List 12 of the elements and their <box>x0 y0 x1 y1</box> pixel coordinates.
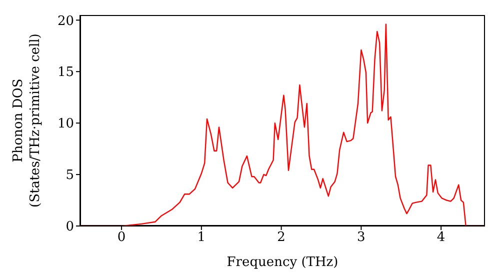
y-tick-label: 0 <box>66 220 74 235</box>
x-tick-label: 1 <box>197 230 206 246</box>
x-tick-label: 4 <box>436 230 446 246</box>
y-tick-label: 10 <box>57 116 74 132</box>
x-tick-label: 3 <box>357 230 366 246</box>
y-tick-label: 5 <box>66 168 74 184</box>
x-axis-title: Frequency (THz) <box>226 255 338 270</box>
x-tick-label: 2 <box>277 230 286 246</box>
y-tick-label: 20 <box>57 14 74 29</box>
y-tick-label: 15 <box>57 65 74 80</box>
y-axis-title: Phonon DOS (States/THz·primitive cell) <box>11 33 43 208</box>
x-tick-label: 0 <box>117 230 126 246</box>
